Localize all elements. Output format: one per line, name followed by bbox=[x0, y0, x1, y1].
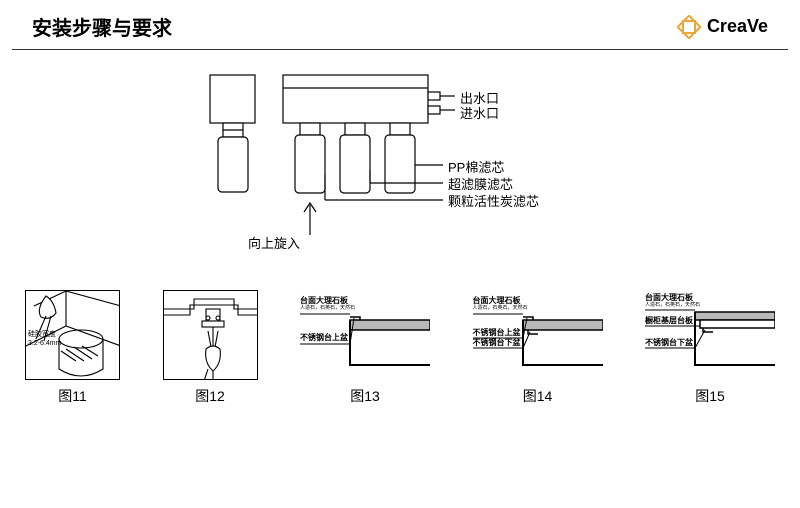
figure-13-caption: 图13 bbox=[350, 386, 380, 406]
brand: CreaVe bbox=[677, 15, 768, 39]
main-filter-diagram: 出水口 进水口 PP棉滤芯 超滤膜滤芯 颗粒活性炭滤芯 向上旋入 bbox=[0, 70, 800, 260]
figure-row: 硅胶宽度 3.2-6.4mm 图11 bbox=[0, 260, 800, 406]
figure-12-svg bbox=[164, 291, 258, 380]
fig15-label-cabinet: 橱柜基层台板 bbox=[645, 317, 693, 326]
brand-icon bbox=[677, 15, 701, 39]
figure-14-drawing: 台面大理石板 人造石，石英石，天然石 不锈钢台上盆 不锈钢台下盆 bbox=[473, 290, 603, 380]
fig14-label-basin-up: 不锈钢台上盆 bbox=[473, 329, 521, 338]
page-header: 安装步骤与要求 CreaVe bbox=[12, 0, 788, 50]
figure-11-caption: 图11 bbox=[58, 386, 87, 406]
fig14-label-sub: 人造石，石英石，天然石 bbox=[473, 306, 528, 312]
figure-12-caption: 图12 bbox=[195, 386, 225, 406]
fig11-label-dim: 3.2-6.4mm bbox=[28, 340, 61, 348]
brand-text: CreaVe bbox=[707, 16, 768, 37]
fig13-label-sub: 人造石，石英石，天然石 bbox=[300, 306, 355, 312]
figure-11: 硅胶宽度 3.2-6.4mm 图11 bbox=[25, 290, 120, 406]
figure-12-frame bbox=[163, 290, 258, 380]
fig11-label-silicone: 硅胶宽度 bbox=[28, 331, 56, 339]
label-carbon-filter: 颗粒活性炭滤芯 bbox=[448, 191, 539, 210]
label-inlet: 进水口 bbox=[460, 103, 499, 122]
fig14-label-basin-down: 不锈钢台下盆 bbox=[473, 339, 521, 348]
figure-15-drawing: 台面大理石板 人造石，石英石，天然石 橱柜基层台板 不锈钢台下盆 bbox=[645, 290, 775, 380]
fig13-label-basin: 不锈钢台上盆 bbox=[300, 334, 348, 343]
figure-14-caption: 图14 bbox=[523, 386, 553, 406]
figure-15: 台面大理石板 人造石，石英石，天然石 橱柜基层台板 不锈钢台下盆 图15 bbox=[645, 290, 775, 406]
page-title: 安装步骤与要求 bbox=[32, 12, 172, 41]
figure-13: 台面大理石板 人造石，石英石，天然石 不锈钢台上盆 图13 bbox=[300, 290, 430, 406]
figure-11-frame: 硅胶宽度 3.2-6.4mm bbox=[25, 290, 120, 380]
fig15-label-basin-down: 不锈钢台下盆 bbox=[645, 339, 693, 348]
figure-13-drawing: 台面大理石板 人造石，石英石，天然石 不锈钢台上盆 bbox=[300, 290, 430, 380]
figure-14: 台面大理石板 人造石，石英石，天然石 不锈钢台上盆 不锈钢台下盆 图14 bbox=[473, 290, 603, 406]
figure-12: 图12 bbox=[163, 290, 258, 406]
fig15-label-sub: 人造石，石英石，天然石 bbox=[645, 303, 700, 309]
figure-15-caption: 图15 bbox=[695, 386, 725, 406]
label-twist-up: 向上旋入 bbox=[248, 233, 300, 252]
filter-assembly-svg bbox=[200, 70, 480, 255]
